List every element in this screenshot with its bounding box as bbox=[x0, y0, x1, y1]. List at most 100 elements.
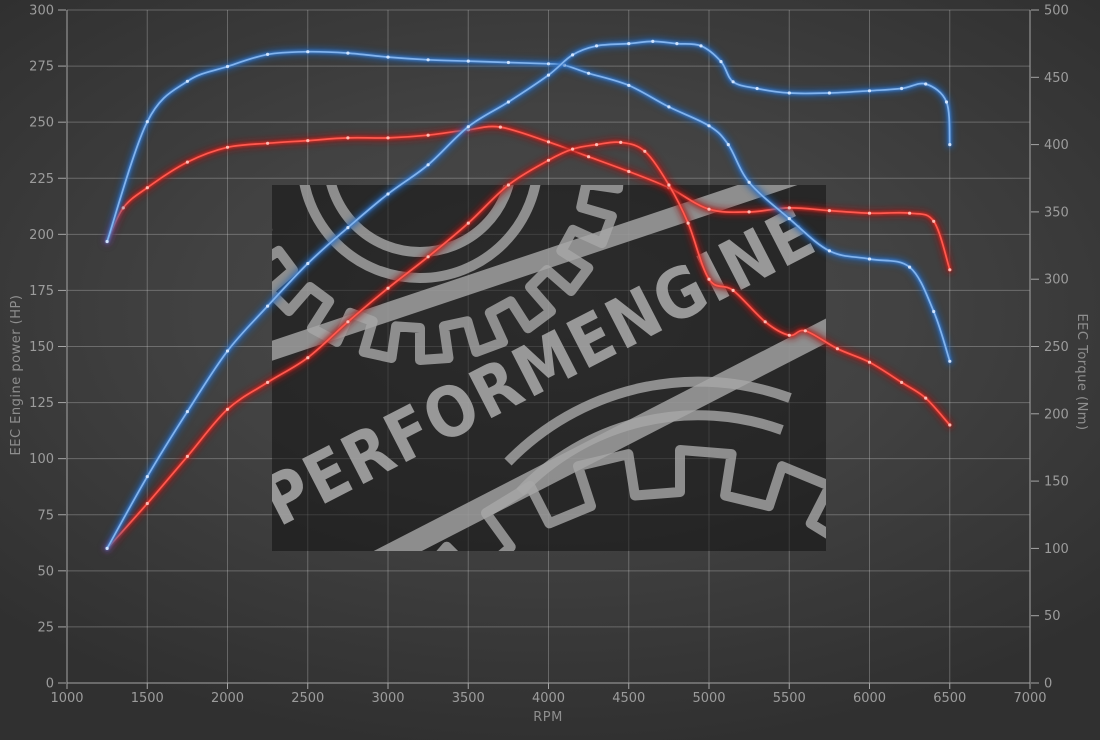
x-tick-label: 2000 bbox=[211, 691, 244, 706]
x-tick-label: 5500 bbox=[773, 691, 806, 706]
data-point-torque-original-red bbox=[787, 206, 791, 210]
right-tick-label: 400 bbox=[1044, 138, 1069, 153]
gear-hub-ring bbox=[299, 185, 541, 283]
swoosh-arc bbox=[504, 376, 792, 466]
right-axis-title: EEC Torque (Nm) bbox=[1074, 313, 1089, 430]
right-tick-label: 250 bbox=[1044, 340, 1069, 355]
data-point-torque-original-red bbox=[426, 133, 430, 137]
data-point-torque-original-red bbox=[121, 206, 125, 210]
data-point-power-modified-blue bbox=[948, 143, 952, 147]
data-point-torque-modified-blue bbox=[827, 249, 832, 253]
data-point-torque-modified-blue bbox=[747, 180, 751, 184]
data-point-power-original-red bbox=[185, 454, 189, 458]
data-point-torque-original-red bbox=[908, 211, 912, 215]
left-tick-label: 300 bbox=[29, 4, 54, 19]
data-point-torque-modified-blue bbox=[145, 120, 149, 124]
right-tick-label: 150 bbox=[1044, 475, 1069, 490]
data-point-power-modified-blue bbox=[719, 60, 723, 64]
data-point-torque-original-red bbox=[225, 145, 230, 149]
data-point-power-modified-blue bbox=[627, 42, 631, 46]
gear-icon bbox=[272, 185, 624, 365]
x-tick-label: 6500 bbox=[933, 691, 966, 706]
data-point-power-original-red bbox=[707, 277, 711, 281]
data-point-torque-modified-blue bbox=[908, 265, 912, 269]
data-point-torque-original-red bbox=[747, 210, 751, 214]
data-point-torque-original-red bbox=[498, 125, 502, 129]
data-point-power-original-red bbox=[763, 320, 767, 324]
data-point-power-original-red bbox=[787, 333, 791, 337]
data-point-torque-original-red bbox=[386, 136, 390, 140]
data-point-power-modified-blue bbox=[506, 100, 510, 104]
right-tick-label: 50 bbox=[1044, 609, 1061, 624]
right-tick-label: 300 bbox=[1044, 273, 1069, 288]
data-point-power-modified-blue bbox=[466, 125, 470, 129]
gear-hub-ring bbox=[326, 185, 514, 257]
data-point-power-modified-blue bbox=[145, 475, 149, 479]
data-point-torque-modified-blue bbox=[587, 71, 591, 75]
data-point-torque-original-red bbox=[185, 160, 189, 164]
right-tick-label: 500 bbox=[1044, 4, 1069, 19]
data-point-power-original-red bbox=[731, 288, 735, 292]
data-point-torque-original-red bbox=[346, 136, 350, 140]
x-tick-label: 5000 bbox=[692, 691, 725, 706]
data-point-torque-modified-blue bbox=[386, 55, 390, 59]
data-point-torque-modified-blue bbox=[346, 51, 350, 55]
data-point-power-modified-blue bbox=[346, 226, 350, 230]
data-point-power-modified-blue bbox=[105, 546, 109, 551]
data-point-torque-modified-blue bbox=[787, 217, 791, 221]
data-point-power-original-red bbox=[225, 407, 230, 411]
right-tick-label: 350 bbox=[1044, 205, 1069, 220]
data-point-torque-modified-blue bbox=[306, 50, 310, 54]
left-tick-label: 200 bbox=[29, 228, 54, 243]
curve-power-modified-blue bbox=[106, 40, 951, 550]
curve-power-original-red bbox=[106, 141, 951, 550]
data-point-torque-modified-blue bbox=[506, 60, 510, 65]
left-tick-label: 100 bbox=[29, 452, 54, 467]
data-point-power-original-red bbox=[900, 380, 904, 384]
data-point-torque-modified-blue bbox=[105, 239, 109, 244]
left-tick-label: 175 bbox=[29, 284, 54, 299]
data-point-torque-modified-blue bbox=[867, 257, 872, 261]
data-point-torque-original-red bbox=[948, 268, 952, 272]
data-point-power-original-red bbox=[948, 423, 952, 427]
data-point-torque-original-red bbox=[932, 219, 936, 223]
performengine-watermark: PERFORMENGINE bbox=[272, 185, 826, 551]
left-tick-label: 250 bbox=[29, 116, 54, 131]
data-point-power-modified-blue bbox=[755, 86, 759, 91]
right-tick-label: 0 bbox=[1044, 677, 1052, 692]
left-axis-title: EEC Engine power (HP) bbox=[9, 295, 24, 456]
data-point-power-modified-blue bbox=[827, 91, 832, 95]
data-point-power-original-red bbox=[619, 140, 623, 144]
data-point-power-modified-blue bbox=[571, 53, 575, 57]
data-point-power-modified-blue bbox=[306, 261, 310, 266]
left-tick-label: 25 bbox=[37, 620, 54, 635]
data-point-power-modified-blue bbox=[426, 163, 430, 167]
dyno-curves bbox=[102, 36, 955, 553]
data-point-power-original-red bbox=[867, 360, 872, 364]
data-point-torque-modified-blue bbox=[225, 64, 230, 69]
data-point-torque-modified-blue bbox=[466, 59, 470, 63]
data-point-power-original-red bbox=[346, 320, 350, 324]
data-point-power-original-red bbox=[643, 149, 647, 153]
data-point-power-modified-blue bbox=[386, 192, 390, 196]
data-point-power-original-red bbox=[266, 380, 270, 384]
data-point-power-modified-blue bbox=[595, 44, 599, 48]
x-axis-title: RPM bbox=[533, 710, 563, 725]
data-point-power-modified-blue bbox=[225, 349, 230, 353]
x-tick-label: 4500 bbox=[612, 691, 645, 706]
left-tick-label: 125 bbox=[29, 396, 54, 411]
x-tick-label: 6000 bbox=[853, 691, 886, 706]
data-point-torque-original-red bbox=[627, 169, 631, 174]
left-tick-label: 150 bbox=[29, 340, 54, 355]
left-tick-label: 50 bbox=[37, 564, 54, 579]
diagonal-stripe bbox=[272, 185, 826, 365]
data-point-torque-original-red bbox=[306, 139, 310, 143]
data-point-power-original-red bbox=[686, 221, 690, 225]
data-point-power-original-red bbox=[595, 143, 599, 147]
right-tick-label: 100 bbox=[1044, 542, 1069, 557]
data-point-power-modified-blue bbox=[867, 89, 872, 93]
left-tick-label: 225 bbox=[29, 172, 54, 187]
data-point-power-original-red bbox=[835, 347, 840, 351]
